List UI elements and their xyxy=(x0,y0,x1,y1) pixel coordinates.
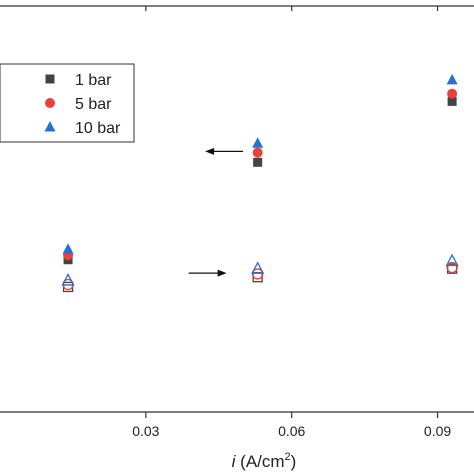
legend-label-1: 5 bar xyxy=(75,96,112,113)
left-series-2-point-1 xyxy=(252,137,264,148)
legend-box xyxy=(0,63,135,143)
left-series-1-point-2 xyxy=(447,88,458,99)
arrow-left xyxy=(205,147,244,155)
plot-frame xyxy=(0,5,474,413)
right-series-1-point-2 xyxy=(446,261,458,274)
legend-marker-0 xyxy=(45,74,55,84)
left-series-0-point-1 xyxy=(253,157,263,167)
annotation-arrows xyxy=(188,147,244,277)
x-tick-label-0: 0.03 xyxy=(132,423,159,439)
legend-marker-1 xyxy=(45,98,55,108)
left-series-2-point-2 xyxy=(446,73,458,85)
right-series-1-point-1 xyxy=(252,268,264,280)
legend-label-0: 1 bar xyxy=(75,72,112,89)
right-series-2-point-2 xyxy=(445,253,459,267)
x-axis-label: i (A/cm2) xyxy=(232,451,297,471)
x-ticks xyxy=(145,6,439,418)
left-series-2-point-0 xyxy=(62,243,74,254)
x-axis-label-sup: 2 xyxy=(285,451,291,463)
x-axis-label-unit: (A/cm xyxy=(235,452,284,471)
legend-marker-2 xyxy=(44,121,56,132)
x-tick-labels: 0.03 0.06 0.09 xyxy=(132,423,451,439)
left-series-1-point-1 xyxy=(252,147,263,158)
arrow-right xyxy=(188,269,227,277)
x-axis-label-close: ) xyxy=(291,452,297,471)
x-tick-label-2: 0.09 xyxy=(424,423,451,439)
legend: 1 bar 5 bar 10 bar xyxy=(0,63,135,143)
x-axis-label-italic: i xyxy=(232,452,237,471)
left-series-0-point-2 xyxy=(447,96,457,106)
right-series-2-point-1 xyxy=(251,261,265,274)
x-tick-label-1: 0.06 xyxy=(278,423,305,439)
right-series-2-point-0 xyxy=(61,273,75,286)
legend-label-2: 10 bar xyxy=(75,120,121,137)
data-points xyxy=(61,73,459,293)
